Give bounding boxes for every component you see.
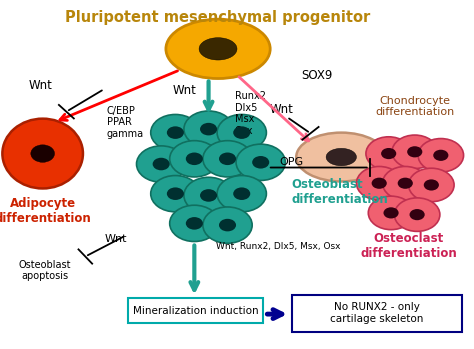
Text: OPG: OPG (280, 157, 303, 167)
Ellipse shape (418, 139, 464, 172)
Text: Wnt: Wnt (173, 84, 197, 97)
Ellipse shape (203, 207, 252, 243)
Ellipse shape (372, 178, 387, 189)
Ellipse shape (383, 166, 428, 200)
Text: Wnt: Wnt (28, 79, 52, 92)
Ellipse shape (236, 144, 285, 180)
Ellipse shape (167, 187, 184, 200)
Ellipse shape (137, 146, 186, 182)
Ellipse shape (184, 177, 233, 214)
Ellipse shape (410, 209, 425, 220)
Ellipse shape (407, 146, 422, 157)
Ellipse shape (392, 135, 438, 169)
Ellipse shape (398, 178, 413, 189)
Ellipse shape (203, 141, 252, 177)
Bar (128, 298, 263, 323)
Ellipse shape (170, 205, 219, 242)
Ellipse shape (366, 137, 411, 170)
Ellipse shape (424, 179, 439, 191)
Ellipse shape (296, 133, 386, 181)
Ellipse shape (200, 123, 217, 135)
Ellipse shape (233, 126, 250, 139)
Text: No RUNX2 - only
cartilage skeleton: No RUNX2 - only cartilage skeleton (330, 303, 423, 324)
Text: Pluripotent mesenchymal progenitor: Pluripotent mesenchymal progenitor (65, 10, 371, 25)
Ellipse shape (394, 198, 440, 231)
Ellipse shape (219, 153, 236, 165)
Ellipse shape (368, 196, 414, 230)
Ellipse shape (326, 148, 356, 166)
Ellipse shape (217, 114, 266, 151)
Ellipse shape (153, 158, 170, 170)
Ellipse shape (2, 119, 83, 188)
Ellipse shape (170, 141, 219, 177)
Ellipse shape (184, 111, 233, 147)
Text: Wnt: Wnt (105, 234, 128, 244)
Ellipse shape (433, 150, 448, 161)
Text: Osteoclast
differentiation: Osteoclast differentiation (360, 232, 457, 260)
Ellipse shape (166, 19, 270, 79)
Ellipse shape (219, 219, 236, 231)
Ellipse shape (217, 176, 266, 212)
Ellipse shape (252, 156, 269, 169)
Text: C/EBP
PPAR
gamma: C/EBP PPAR gamma (107, 105, 144, 139)
Ellipse shape (167, 126, 184, 139)
Ellipse shape (383, 207, 399, 218)
Text: SOX9: SOX9 (301, 68, 332, 82)
Text: Wnt, Runx2, Dlx5, Msx, Osx: Wnt, Runx2, Dlx5, Msx, Osx (216, 242, 340, 251)
Text: Adipocyte
differentiation: Adipocyte differentiation (0, 197, 91, 225)
Ellipse shape (356, 166, 402, 200)
Text: Osteoblast
differentiation: Osteoblast differentiation (292, 178, 388, 206)
Ellipse shape (233, 187, 250, 200)
Ellipse shape (381, 148, 396, 159)
Ellipse shape (151, 114, 200, 151)
Text: Mineralization induction: Mineralization induction (133, 306, 258, 315)
Ellipse shape (151, 176, 200, 212)
Text: Osteoblast
apoptosis: Osteoblast apoptosis (19, 260, 71, 281)
Ellipse shape (199, 38, 237, 60)
Ellipse shape (186, 217, 203, 230)
Ellipse shape (200, 189, 217, 202)
Ellipse shape (409, 168, 454, 202)
Ellipse shape (186, 153, 203, 165)
Text: Runx2
Dlx5
Msx
Osx: Runx2 Dlx5 Msx Osx (235, 91, 265, 136)
Text: Chondrocyte
differentiation: Chondrocyte differentiation (375, 96, 455, 117)
Ellipse shape (31, 145, 55, 162)
Bar (292, 295, 462, 332)
Text: Wnt: Wnt (270, 103, 294, 117)
